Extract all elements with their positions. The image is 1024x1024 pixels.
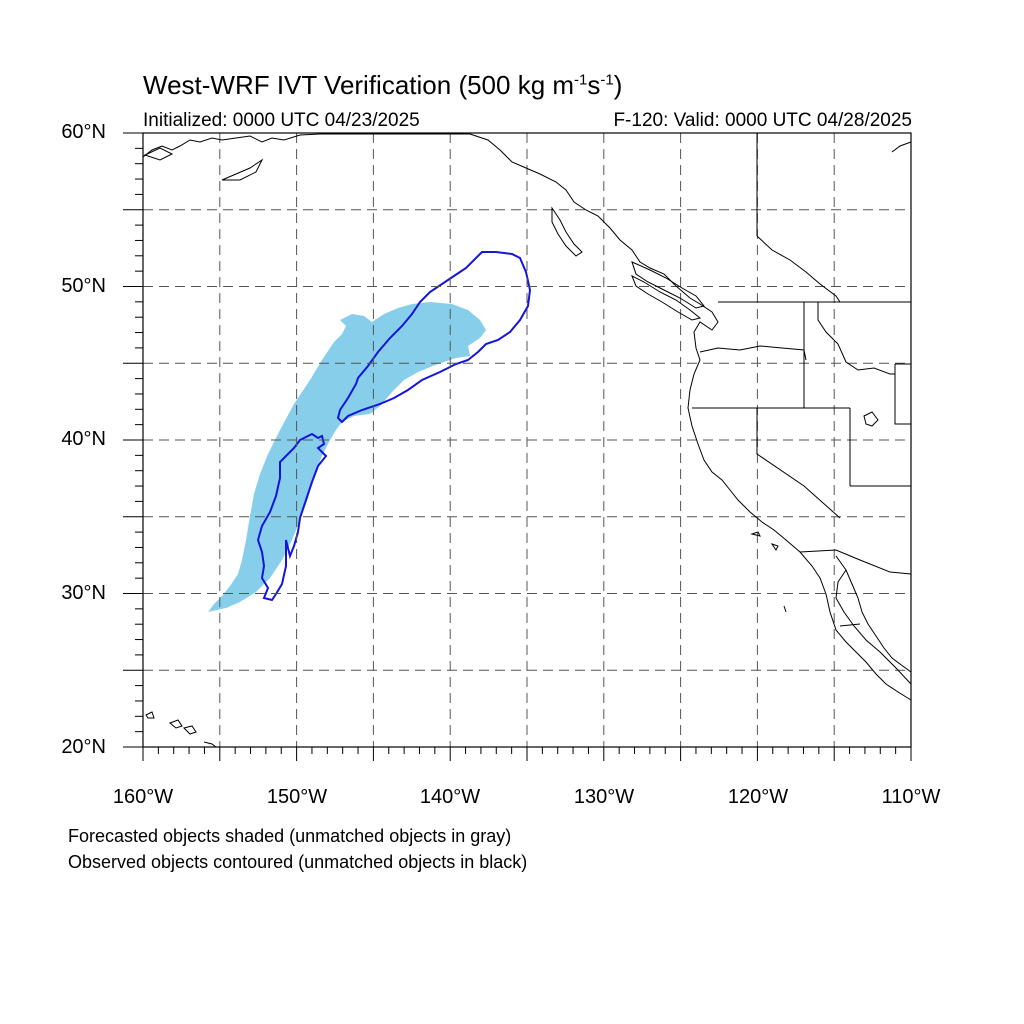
lat-label-30: 30°N [61, 582, 106, 604]
coastline-segment [835, 569, 912, 685]
legend-note-forecast: Forecasted objects shaded (unmatched obj… [68, 826, 512, 846]
border-segment [839, 623, 861, 627]
lon-label-160w: 160°W [112, 786, 174, 808]
coastline-segment [891, 141, 912, 153]
lon-label-140w: 140°W [419, 786, 481, 808]
lat-label-60: 60°N [61, 121, 106, 143]
coastline-segment [770, 543, 779, 551]
coastline-segment [143, 147, 174, 161]
lat-label-20: 20°N [61, 736, 106, 758]
border-segment [756, 408, 841, 519]
observed-ivt-object-south [256, 432, 328, 602]
lon-label-120w: 120°W [727, 786, 789, 808]
coastline-segment [169, 719, 183, 729]
lon-label-110w: 110°W [881, 786, 941, 808]
border-segment [799, 549, 912, 575]
forecast-ivt-object [208, 302, 486, 612]
coastline-segment [145, 711, 155, 719]
border-segment [894, 364, 911, 425]
coastline-segment [863, 411, 879, 427]
lat-label-40: 40°N [61, 428, 106, 450]
init-time-label: Initialized: 0000 UTC 04/23/2025 [143, 110, 420, 131]
coastline-segment [631, 261, 705, 309]
border-segment [756, 235, 841, 303]
valid-time-label: F-120: Valid: 0000 UTC 04/28/2025 [613, 110, 912, 131]
chart-title: West-WRF IVT Verification (500 kg m-1s-1… [143, 70, 623, 100]
lon-label-130w: 130°W [573, 786, 635, 808]
coastline-segment [221, 158, 264, 181]
coastline-segment [835, 555, 912, 673]
coastline-segment [783, 605, 787, 613]
political-borders [692, 133, 912, 627]
coastline-segment [551, 206, 583, 257]
coastline-segment [750, 531, 761, 537]
coastline-segment [631, 274, 702, 321]
border-segment [817, 302, 895, 375]
coastline-segment [183, 725, 197, 735]
lat-label-50: 50°N [61, 275, 106, 297]
border-segment [699, 345, 807, 361]
graticule [143, 133, 911, 747]
legend-note-observed: Observed objects contoured (unmatched ob… [68, 852, 528, 872]
axis-ticks [123, 132, 912, 761]
coastline-segment [203, 741, 217, 748]
observed-ivt-object [336, 251, 532, 424]
lon-label-150w: 150°W [266, 786, 328, 808]
